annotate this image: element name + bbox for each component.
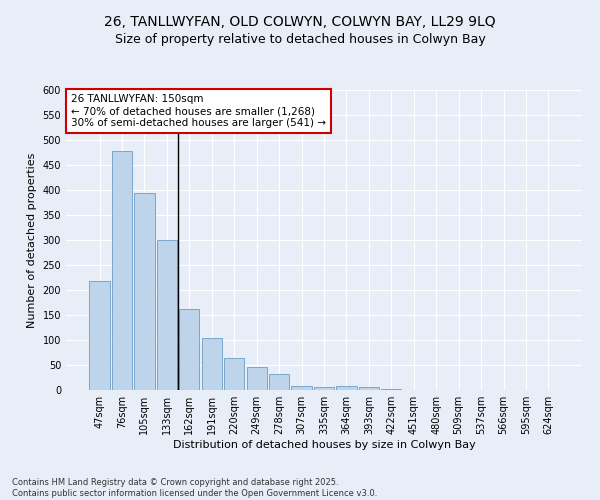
- Y-axis label: Number of detached properties: Number of detached properties: [27, 152, 37, 328]
- Bar: [112, 151, 132, 390]
- Bar: [89, 281, 110, 390]
- Bar: [359, 387, 379, 390]
- Text: Size of property relative to detached houses in Colwyn Bay: Size of property relative to detached ho…: [115, 32, 485, 46]
- Bar: [314, 386, 334, 390]
- X-axis label: Distribution of detached houses by size in Colwyn Bay: Distribution of detached houses by size …: [173, 440, 475, 450]
- Bar: [247, 367, 267, 390]
- Bar: [337, 386, 356, 390]
- Bar: [179, 308, 199, 390]
- Text: 26 TANLLWYFAN: 150sqm
← 70% of detached houses are smaller (1,268)
30% of semi-d: 26 TANLLWYFAN: 150sqm ← 70% of detached …: [71, 94, 326, 128]
- Text: Contains HM Land Registry data © Crown copyright and database right 2025.
Contai: Contains HM Land Registry data © Crown c…: [12, 478, 377, 498]
- Bar: [224, 358, 244, 390]
- Bar: [157, 240, 177, 390]
- Bar: [134, 192, 155, 390]
- Text: 26, TANLLWYFAN, OLD COLWYN, COLWYN BAY, LL29 9LQ: 26, TANLLWYFAN, OLD COLWYN, COLWYN BAY, …: [104, 15, 496, 29]
- Bar: [202, 338, 222, 390]
- Bar: [292, 386, 311, 390]
- Bar: [269, 374, 289, 390]
- Bar: [381, 389, 401, 390]
